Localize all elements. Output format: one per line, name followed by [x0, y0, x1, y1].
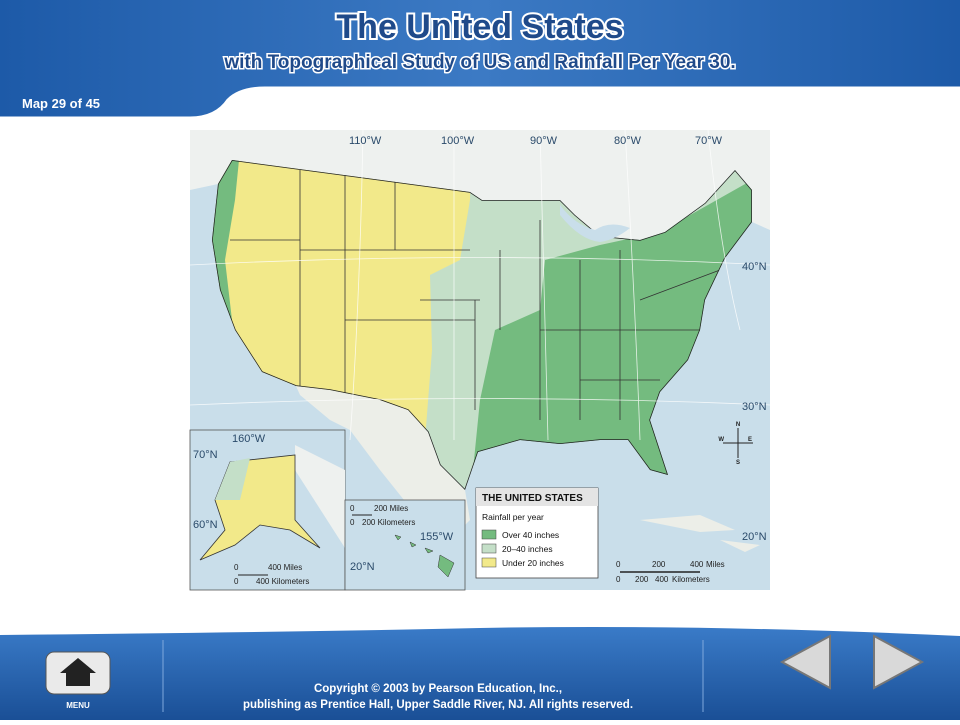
- graticule: [189, 129, 771, 441]
- legend-label: 20–40 inches: [502, 544, 553, 554]
- great-lakes: [560, 205, 630, 242]
- previous-button[interactable]: [779, 634, 831, 690]
- scale-tick: 0: [616, 560, 621, 569]
- scale-bar: 0 200 400 Miles 0 200 400 Kilometers: [616, 560, 725, 584]
- scale-tick: 0: [234, 577, 239, 586]
- longitude-label: 80°W: [614, 135, 642, 147]
- scale-tick: 200: [635, 575, 649, 584]
- scale-unit: 200 Kilometers: [362, 518, 415, 527]
- map: 110°W 100°W 90°W 80°W 70°W 40°N 30°N 20°…: [189, 129, 771, 591]
- scale-unit: Kilometers: [672, 575, 710, 584]
- legend-swatch: [481, 543, 497, 554]
- next-button[interactable]: [873, 634, 925, 690]
- scale-tick: 400: [655, 575, 669, 584]
- scale-tick: 0: [350, 504, 355, 513]
- scale-unit: 200 Miles: [374, 504, 408, 513]
- footer-band: [0, 627, 960, 720]
- hawaii-inset: 0 200 Miles 0 200 Kilometers 155°W 20°N: [344, 499, 466, 591]
- alaska-inset: 160°W 70°N 60°N 0 400 Miles 0 400 Kilome…: [189, 429, 346, 591]
- map-counter: Map 29 of 45: [22, 96, 100, 111]
- longitude-label: 90°W: [530, 135, 558, 147]
- compass-label: E: [748, 437, 752, 443]
- legend-swatch: [481, 529, 497, 540]
- scale-tick: 0: [350, 518, 355, 527]
- compass: N E S W: [718, 422, 753, 466]
- menu-label: MENU: [66, 701, 90, 710]
- scale-unit: 400 Kilometers: [256, 577, 309, 586]
- latitude-label: 60°N: [193, 519, 218, 531]
- scale-tick: 400: [690, 560, 704, 569]
- mexico: [296, 386, 470, 530]
- latitude-label: 70°N: [193, 449, 218, 461]
- legend-label: Over 40 inches: [502, 530, 559, 540]
- copyright: Copyright © 2003 by Pearson Education, I…: [314, 683, 562, 695]
- compass-label: N: [736, 422, 740, 428]
- scale-tick: 0: [616, 575, 621, 584]
- header-band: [0, 0, 960, 118]
- menu-button[interactable]: MENU: [45, 651, 111, 710]
- scale-tick: 0: [234, 563, 239, 572]
- caribbean: [640, 515, 760, 552]
- state-borders: [230, 170, 721, 420]
- scale-unit: 400 Miles: [268, 563, 302, 572]
- canada: [190, 130, 770, 240]
- longitude-label: 155°W: [420, 531, 454, 543]
- title: The United States: [336, 8, 623, 46]
- legend-heading: Rainfall per year: [482, 512, 544, 522]
- longitude-label: 110°W: [349, 135, 382, 147]
- latitude-label: 40°N: [742, 261, 767, 273]
- longitude-label: 160°W: [232, 433, 266, 445]
- latitude-label: 20°N: [742, 531, 767, 543]
- scale-unit: Miles: [706, 560, 725, 569]
- header-curve: [0, 86, 960, 120]
- legend-swatch: [481, 557, 497, 568]
- compass-label: S: [736, 460, 740, 466]
- latitude-label: 20°N: [350, 561, 375, 573]
- legend: THE UNITED STATES Rainfall per year Over…: [475, 487, 599, 579]
- copyright: publishing as Prentice Hall, Upper Saddl…: [243, 699, 633, 711]
- latitude-label: 30°N: [742, 401, 767, 413]
- legend-label: Under 20 inches: [502, 558, 564, 568]
- region-under-20: [212, 160, 472, 440]
- subtitle: with Topographical Study of US and Rainf…: [223, 52, 735, 73]
- longitude-label: 70°W: [695, 135, 723, 147]
- scale-tick: 200: [652, 560, 666, 569]
- legend-title: THE UNITED STATES: [482, 493, 583, 504]
- compass-label: W: [718, 437, 724, 443]
- longitude-label: 100°W: [441, 135, 475, 147]
- region-northwest: [212, 160, 240, 320]
